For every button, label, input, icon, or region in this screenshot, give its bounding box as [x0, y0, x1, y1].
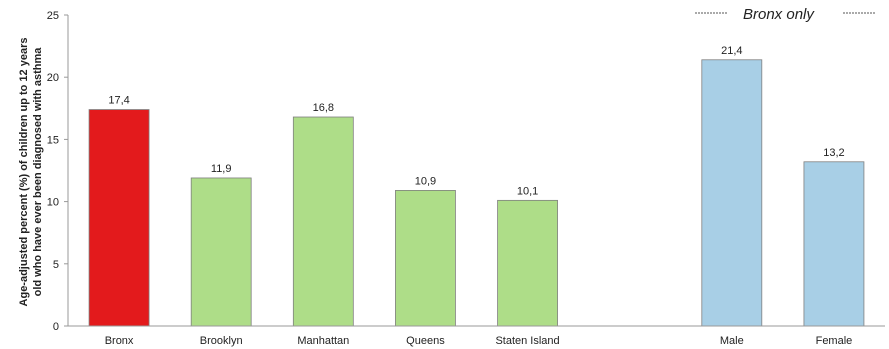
- y-tick-label-0: 0: [53, 321, 59, 333]
- category-label-male: Male: [720, 335, 744, 347]
- category-label-manhattan: Manhattan: [297, 335, 349, 347]
- category-labels: Bronx Brooklyn Manhattan Queens Staten Islan…: [105, 335, 853, 347]
- value-label-queens: 10,9: [415, 175, 436, 187]
- y-tick-label-10: 10: [47, 197, 59, 209]
- y-tick-label-5: 5: [53, 259, 59, 271]
- category-label-queens: Queens: [406, 335, 445, 347]
- category-label-staten-island: Staten Island: [495, 335, 559, 347]
- bar-queens: [395, 190, 456, 327]
- y-axis-ticks: 0 5 10 15 20 25: [47, 10, 68, 333]
- category-label-bronx: Bronx: [105, 335, 134, 347]
- value-label-male: 21,4: [721, 45, 742, 57]
- y-tick-label-20: 20: [47, 72, 59, 84]
- bronx-only-label: Bronx only: [743, 6, 815, 23]
- bar-bronx: [88, 109, 150, 327]
- bar-female: [803, 161, 865, 327]
- value-label-brooklyn: 11,9: [211, 163, 232, 175]
- y-axis-title-line-2: old who have ever been diagnosed with as…: [32, 47, 44, 297]
- bronx-only-note: Bronx only: [695, 6, 875, 23]
- y-axis-title: Age-adjusted percent (%) of children up …: [18, 38, 44, 307]
- y-tick-label-25: 25: [47, 10, 59, 22]
- bar-staten-island: [497, 199, 558, 327]
- value-label-manhattan: 16,8: [313, 102, 334, 114]
- value-label-female: 13,2: [823, 147, 844, 159]
- category-label-brooklyn: Brooklyn: [200, 335, 243, 347]
- bar-manhattan: [292, 116, 354, 327]
- value-label-staten-island: 10,1: [517, 185, 538, 197]
- value-label-bronx: 17,4: [108, 95, 129, 107]
- category-label-female: Female: [816, 335, 853, 347]
- y-tick-label-15: 15: [47, 134, 59, 146]
- bars: 17,4 11,9 16,8 10,9 10,1 21,4 13,2: [88, 45, 865, 327]
- bar-male: [701, 59, 763, 327]
- axes: [67, 15, 885, 327]
- bar-brooklyn: [190, 177, 252, 327]
- y-axis-title-line-1: Age-adjusted percent (%) of children up …: [18, 38, 30, 307]
